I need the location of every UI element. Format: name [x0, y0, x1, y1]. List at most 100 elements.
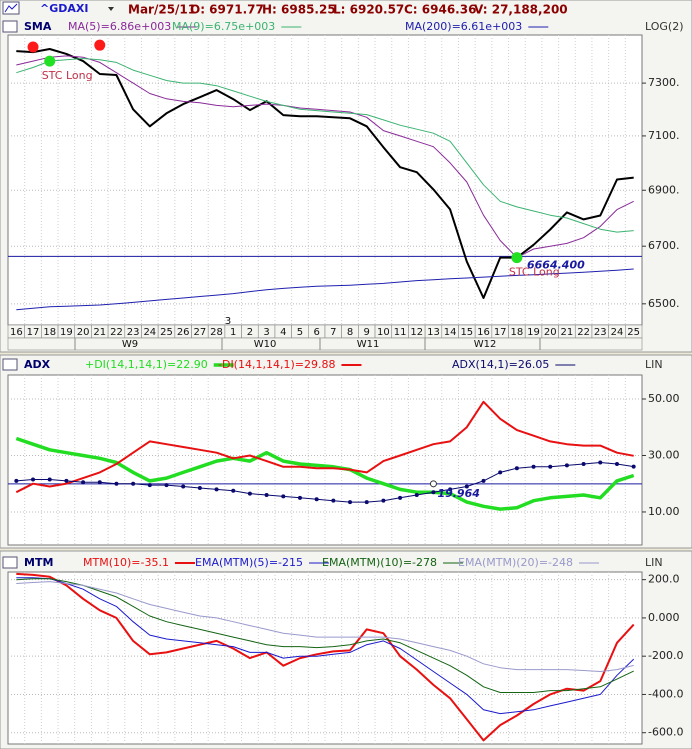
panel-icon	[2, 358, 18, 371]
point-marker	[197, 485, 202, 490]
x-tick-label: 17	[494, 327, 507, 338]
series-line	[16, 48, 634, 299]
point-marker	[531, 464, 536, 469]
signal-marker	[94, 39, 106, 51]
x-tick-label: 9	[364, 327, 370, 338]
legend-label: EMA(MTM)(10)=-278	[322, 556, 437, 569]
x-tick-label: 19	[527, 327, 540, 338]
legend-label: EMA(MTM)(5)=-215	[195, 556, 303, 569]
point-marker	[331, 498, 336, 503]
x-tick-label: 26	[177, 327, 190, 338]
point-marker	[398, 495, 403, 500]
quote-low: L: 6920.57	[333, 3, 404, 17]
dropdown[interactable]	[108, 7, 114, 11]
y-tick-label: -400.0	[648, 687, 683, 700]
point-marker	[147, 483, 152, 488]
point-marker	[631, 464, 636, 469]
legend-label: MA(200)=6.61e+003	[405, 20, 522, 33]
week-label: W12	[474, 339, 497, 350]
week-row	[7, 337, 643, 351]
point-marker	[381, 498, 386, 503]
point-marker	[364, 500, 369, 505]
y-tick-label: 0.000	[648, 611, 680, 624]
x-tick-label: 1	[230, 327, 236, 338]
x-tick-label: 13	[427, 327, 440, 338]
point-marker	[564, 463, 569, 468]
y-tick-label: 200.0	[648, 573, 680, 586]
point-marker	[81, 480, 86, 485]
series-line	[15, 400, 634, 494]
x-tick-label: 25	[160, 327, 173, 338]
hline-marker	[429, 480, 437, 488]
point-marker	[247, 491, 252, 496]
legend-label: ADX(14,1)=26.05	[452, 358, 549, 371]
series-line	[16, 581, 634, 672]
week-label: W9	[122, 339, 138, 350]
series-line	[16, 462, 634, 503]
x-tick-label: 15	[460, 327, 473, 338]
legend-label: MA(9)=6.75e+003	[172, 20, 275, 33]
y-tick-label: 30.00	[648, 448, 680, 461]
series-line	[15, 436, 635, 511]
signal-marker	[44, 55, 56, 67]
x-tick-label: 17	[27, 327, 40, 338]
week-label: W11	[357, 339, 380, 350]
scale-label: LIN	[645, 358, 663, 371]
x-tick-label: 20	[544, 327, 557, 338]
legend-label: MTM(10)=-35.1	[83, 556, 169, 569]
series-line	[16, 58, 634, 233]
x-tick-label: 16	[10, 327, 23, 338]
x-tick-label: 24	[143, 327, 156, 338]
panel-title: MTM	[24, 556, 53, 569]
x-tick-label: 22	[577, 327, 590, 338]
x-tick-label: 18	[511, 327, 524, 338]
signal-marker	[27, 41, 39, 53]
point-marker	[31, 477, 36, 482]
ticker[interactable]: ^GDAXI	[40, 2, 88, 15]
quote-high: H: 6985.25	[262, 3, 336, 17]
x-tick-label: 24	[611, 327, 624, 338]
point-marker	[14, 478, 19, 483]
x-tick-label: 23	[127, 327, 140, 338]
point-marker	[414, 493, 419, 498]
panel-icon	[2, 20, 18, 33]
point-marker	[64, 478, 69, 483]
point-marker	[431, 490, 436, 495]
point-marker	[131, 481, 136, 486]
point-marker	[47, 477, 52, 482]
x-tick-label: 18	[43, 327, 56, 338]
x-tick-label: 16	[477, 327, 490, 338]
series-line	[16, 55, 634, 259]
reference-label: 19.964	[437, 487, 479, 500]
y-tick-label: -200.0	[648, 649, 683, 662]
legend-label: MA(5)=6.86e+003	[68, 20, 171, 33]
point-marker	[297, 495, 302, 500]
point-marker	[581, 461, 586, 466]
y-tick-label: 6700.	[648, 239, 680, 252]
legend-label: +DI(14,1,14,1)=22.90	[85, 358, 208, 371]
point-marker	[548, 464, 553, 469]
point-marker	[281, 494, 286, 499]
point-marker	[448, 487, 453, 492]
week-label: W10	[254, 339, 277, 350]
scale-label: LIN	[645, 556, 663, 569]
quote-date: Mar/25/11	[128, 3, 196, 17]
y-tick-label: 50.00	[648, 392, 680, 405]
point-marker	[164, 483, 169, 488]
point-marker	[264, 493, 269, 498]
point-marker	[464, 484, 469, 489]
y-tick-label: 7300.	[648, 76, 680, 89]
y-tick-label: 6500.	[648, 297, 680, 310]
point-marker	[181, 484, 186, 489]
x-tick-label: 8	[347, 327, 353, 338]
legend-label: EMA(MTM)(20)=-248	[458, 556, 573, 569]
x-tick-label: 7	[330, 327, 336, 338]
x-tick-label: 12	[410, 327, 423, 338]
x-tick-label: 27	[194, 327, 207, 338]
signal-label: STC Long	[42, 69, 93, 82]
series-line	[16, 577, 635, 715]
series-line	[16, 268, 634, 311]
quote-volume: V: 27,188,200	[474, 3, 568, 17]
plot-area	[7, 571, 643, 745]
